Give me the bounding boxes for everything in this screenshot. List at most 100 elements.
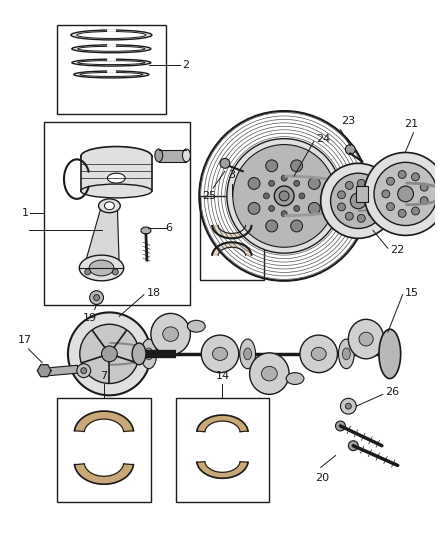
- Circle shape: [263, 193, 269, 199]
- Polygon shape: [84, 206, 119, 268]
- Ellipse shape: [151, 313, 191, 355]
- Circle shape: [357, 180, 365, 187]
- Circle shape: [308, 177, 320, 189]
- Circle shape: [68, 312, 151, 395]
- Bar: [81, 156, 152, 191]
- Circle shape: [248, 177, 260, 189]
- Ellipse shape: [240, 339, 255, 369]
- Bar: [176, 398, 269, 502]
- Ellipse shape: [74, 71, 149, 78]
- Text: 1: 1: [21, 208, 28, 217]
- Ellipse shape: [141, 227, 151, 234]
- Circle shape: [398, 209, 406, 217]
- Ellipse shape: [81, 184, 152, 198]
- Text: 19: 19: [83, 313, 97, 324]
- Text: 3: 3: [228, 170, 235, 180]
- Circle shape: [279, 191, 289, 201]
- Circle shape: [94, 295, 99, 301]
- Polygon shape: [74, 464, 134, 484]
- Circle shape: [266, 160, 278, 172]
- Circle shape: [346, 403, 351, 409]
- Circle shape: [398, 186, 413, 202]
- Ellipse shape: [72, 45, 151, 53]
- Circle shape: [338, 203, 346, 211]
- Ellipse shape: [379, 329, 401, 378]
- Circle shape: [420, 197, 428, 205]
- Ellipse shape: [78, 46, 145, 51]
- Bar: [44, 365, 78, 376]
- Circle shape: [90, 290, 103, 304]
- Text: 22: 22: [390, 245, 404, 255]
- Ellipse shape: [187, 320, 205, 332]
- Polygon shape: [212, 225, 251, 238]
- Circle shape: [233, 144, 336, 247]
- Circle shape: [268, 180, 275, 187]
- Circle shape: [291, 220, 303, 232]
- Circle shape: [220, 158, 230, 168]
- Ellipse shape: [105, 202, 114, 209]
- Circle shape: [331, 173, 386, 229]
- Bar: [356, 186, 368, 202]
- Circle shape: [281, 175, 287, 181]
- Text: 26: 26: [385, 387, 399, 398]
- Ellipse shape: [71, 30, 152, 40]
- Circle shape: [294, 180, 300, 187]
- Ellipse shape: [359, 332, 373, 346]
- Circle shape: [80, 324, 139, 384]
- Bar: [44, 122, 191, 304]
- Circle shape: [372, 197, 380, 205]
- Ellipse shape: [99, 199, 120, 213]
- Circle shape: [113, 269, 118, 275]
- Circle shape: [227, 139, 342, 253]
- Circle shape: [386, 177, 395, 185]
- Circle shape: [348, 441, 358, 450]
- Circle shape: [308, 203, 320, 214]
- Ellipse shape: [201, 335, 239, 373]
- Circle shape: [338, 191, 346, 199]
- Bar: [57, 25, 166, 114]
- Ellipse shape: [311, 348, 326, 360]
- Circle shape: [81, 368, 87, 374]
- Circle shape: [346, 144, 355, 155]
- Polygon shape: [212, 243, 251, 255]
- Circle shape: [85, 269, 91, 275]
- Circle shape: [268, 206, 275, 212]
- Polygon shape: [197, 462, 248, 478]
- Ellipse shape: [81, 147, 152, 166]
- Text: 24: 24: [316, 134, 330, 143]
- Ellipse shape: [80, 72, 143, 76]
- Ellipse shape: [250, 353, 289, 394]
- Ellipse shape: [78, 61, 145, 64]
- Circle shape: [420, 183, 428, 191]
- Polygon shape: [74, 411, 134, 432]
- Ellipse shape: [132, 343, 146, 365]
- Ellipse shape: [77, 31, 146, 38]
- Circle shape: [368, 185, 376, 193]
- Circle shape: [266, 220, 278, 232]
- Polygon shape: [197, 415, 248, 432]
- Circle shape: [412, 173, 420, 181]
- Ellipse shape: [286, 373, 304, 384]
- Text: 18: 18: [147, 288, 161, 297]
- Circle shape: [299, 193, 305, 199]
- Ellipse shape: [163, 327, 179, 342]
- Circle shape: [357, 214, 365, 222]
- Ellipse shape: [244, 348, 251, 360]
- Text: 25: 25: [202, 191, 216, 201]
- Ellipse shape: [79, 255, 124, 281]
- Circle shape: [291, 160, 303, 172]
- Circle shape: [346, 182, 353, 189]
- Text: 14: 14: [215, 370, 230, 381]
- Bar: [200, 196, 265, 280]
- Text: 15: 15: [405, 288, 419, 297]
- Ellipse shape: [89, 260, 114, 276]
- Ellipse shape: [348, 319, 384, 359]
- Circle shape: [281, 211, 287, 216]
- Text: 21: 21: [404, 119, 419, 129]
- Ellipse shape: [145, 348, 153, 360]
- Circle shape: [386, 203, 395, 211]
- Ellipse shape: [107, 173, 125, 183]
- Circle shape: [398, 171, 406, 179]
- Circle shape: [77, 364, 91, 377]
- Ellipse shape: [339, 339, 354, 369]
